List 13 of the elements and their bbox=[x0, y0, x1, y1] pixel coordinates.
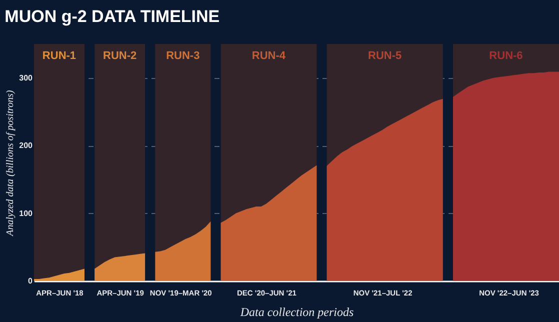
series-label: RUN-6 bbox=[489, 50, 523, 62]
text: RUN-4 bbox=[252, 50, 286, 62]
text: RUN-3 bbox=[166, 50, 200, 62]
y-axis-title: Analyzed data (billions of positrons) bbox=[5, 89, 16, 237]
y-tick-label: 200 bbox=[19, 141, 34, 150]
y-tick-label: 300 bbox=[19, 73, 34, 82]
y-tick-label: 100 bbox=[19, 208, 34, 218]
x-axis-title: Data collection periods bbox=[239, 305, 354, 319]
text: RUN-2 bbox=[103, 50, 137, 62]
chart-title: MUON g-2 DATA TIMELINE bbox=[4, 7, 220, 26]
text: RUN-1 bbox=[42, 50, 76, 62]
text: RUN-5 bbox=[368, 50, 402, 62]
y-tick-label: 0 bbox=[28, 276, 34, 286]
